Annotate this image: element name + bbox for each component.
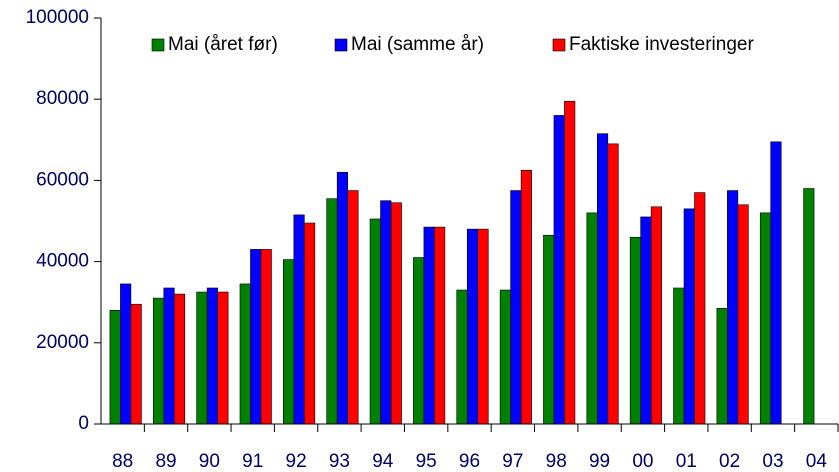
bar	[597, 133, 609, 425]
bar	[629, 236, 641, 425]
bar	[456, 289, 468, 425]
bar	[650, 206, 662, 425]
legend-swatch	[151, 38, 165, 52]
bar	[466, 228, 479, 425]
legend-label: Mai (året før)	[168, 34, 278, 55]
bar	[543, 234, 555, 425]
bar	[163, 287, 175, 425]
y-tick-label: 60000	[36, 169, 89, 190]
bar	[304, 222, 316, 425]
legend-label: Mai (samme år)	[351, 34, 484, 55]
bar	[260, 249, 272, 425]
bar	[640, 216, 652, 425]
bar	[510, 190, 522, 425]
bar	[737, 204, 749, 425]
x-tick-label: 00	[632, 451, 653, 472]
bar	[283, 259, 295, 425]
x-tick-label: 02	[719, 451, 740, 472]
bar	[390, 202, 402, 425]
x-tick-label: 94	[372, 451, 394, 472]
x-tick-label: 89	[155, 451, 176, 472]
bar	[759, 212, 772, 425]
bar	[109, 310, 121, 425]
bar	[120, 283, 132, 425]
y-tick-label: 20000	[36, 332, 89, 353]
bar	[803, 188, 815, 425]
x-tick-label: 92	[286, 451, 307, 472]
x-tick-label: 99	[589, 451, 610, 472]
legend-label: Faktiske investeringer	[569, 34, 754, 55]
x-tick-label: 97	[502, 451, 523, 472]
bar	[716, 307, 728, 425]
bar	[196, 291, 208, 425]
bar	[217, 291, 229, 425]
bar	[586, 212, 598, 425]
bar	[152, 297, 165, 425]
bar	[673, 287, 685, 425]
y-tick-label: 80000	[36, 88, 89, 109]
x-tick-label: 03	[762, 451, 783, 472]
bar	[694, 192, 706, 425]
bar	[553, 115, 565, 425]
x-tick-label: 88	[112, 451, 133, 472]
bar	[564, 100, 576, 425]
x-tick-label: 90	[199, 451, 220, 472]
x-tick-label: 04	[806, 451, 828, 472]
bar	[369, 218, 381, 425]
y-tick-label: 100000	[26, 7, 89, 28]
y-tick-label: 0	[78, 413, 89, 434]
bar	[173, 293, 186, 425]
y-tick-label: 40000	[36, 251, 89, 272]
bar	[499, 289, 511, 425]
legend-swatch	[552, 38, 566, 52]
bar	[770, 141, 782, 425]
x-tick-label: 95	[416, 451, 437, 472]
bar	[250, 249, 262, 425]
bar	[239, 283, 251, 425]
x-tick-label: 01	[676, 451, 697, 472]
bar	[336, 171, 348, 425]
bar	[206, 287, 218, 425]
bar	[130, 303, 142, 425]
x-tick-label: 96	[459, 451, 480, 472]
bar	[347, 190, 359, 425]
bar	[293, 214, 305, 425]
bar	[477, 228, 489, 425]
bar	[727, 190, 739, 425]
bar	[520, 169, 532, 425]
x-tick-label: 98	[546, 451, 567, 472]
bar	[434, 226, 446, 425]
bar	[326, 198, 338, 425]
x-tick-label: 93	[329, 451, 350, 472]
bar	[380, 200, 392, 425]
bar	[423, 226, 435, 425]
x-tick-label: 91	[242, 451, 263, 472]
legend-swatch	[334, 38, 348, 52]
bar	[683, 208, 695, 425]
bar	[413, 257, 425, 425]
bar	[607, 143, 619, 425]
